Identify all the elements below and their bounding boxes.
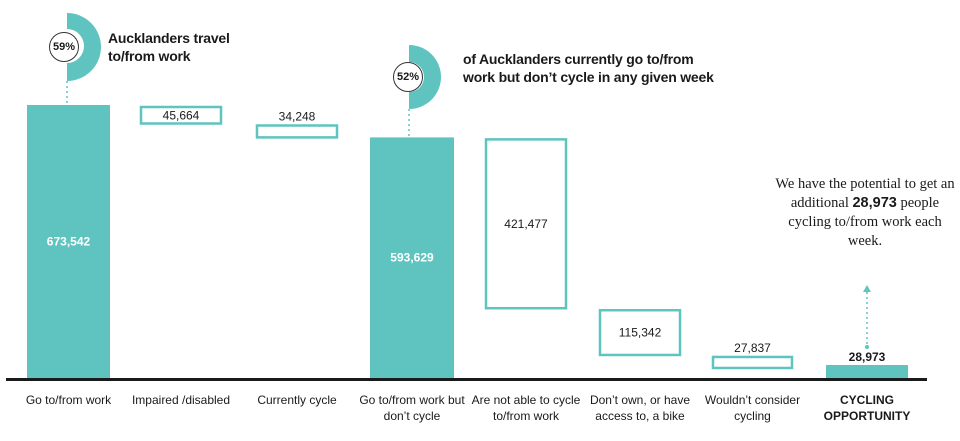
callout-no-cycle-text: of Aucklanders currently go to/from work… [463,51,714,85]
callout-travel-text: Aucklanders travel to/from work [108,30,230,64]
category-label-4-line-2: don’t cycle [384,409,441,423]
value-label-5: 421,477 [504,217,548,231]
potential-number: 28,973 [852,195,897,211]
bar-2 [139,105,223,125]
bar-8 [826,365,908,378]
category-label-5-line-2: to/from work [493,409,560,423]
donut-icon-2 [409,45,441,109]
value-label-3: 34,248 [279,110,316,124]
category-label-2-line-1: Impaired /disabled [132,393,230,407]
potential-before: We have the potential to get an addition… [775,176,955,211]
category-label-6-line-1: Don’t own, or have [590,393,690,407]
donut-icon-1 [67,13,101,81]
category-label-3-line-1: Currently cycle [257,393,337,407]
category-label-5-line-1: Are not able to cycle [472,393,581,407]
bar-5 [484,138,568,310]
value-label-2: 45,664 [163,108,200,122]
arrow-dot [865,345,869,349]
bar-1 [27,105,110,378]
category-label-7-line-1: Wouldn’t consider [705,393,800,407]
category-label-1-line-1: Go to/from work [26,393,112,407]
value-label-1: 673,542 [47,235,91,249]
category-label-8-line-1: CYCLING [840,393,894,407]
value-label-8: 28,973 [849,350,886,364]
percent-badge-52: 52% [393,62,423,92]
percent-badge-59: 59% [49,32,79,62]
category-label-6-line-2: access to, a bike [595,409,685,423]
category-label-8-line-2: OPPORTUNITY [824,409,911,423]
potential-after: people cycling to/from work each week. [788,195,942,249]
bar-4 [370,137,454,378]
category-label-7-line-2: cycling [734,409,771,423]
value-label-4: 593,629 [390,251,434,265]
bar-6 [598,308,682,357]
arrow-up-icon [863,285,871,292]
value-label-7: 27,837 [734,341,771,355]
value-label-6: 115,342 [619,326,662,340]
bar-3 [255,124,339,139]
potential-statement: We have the potential to get an addition… [775,175,955,251]
bar-7 [711,355,794,370]
category-label-4-line-1: Go to/from work but [359,393,465,407]
